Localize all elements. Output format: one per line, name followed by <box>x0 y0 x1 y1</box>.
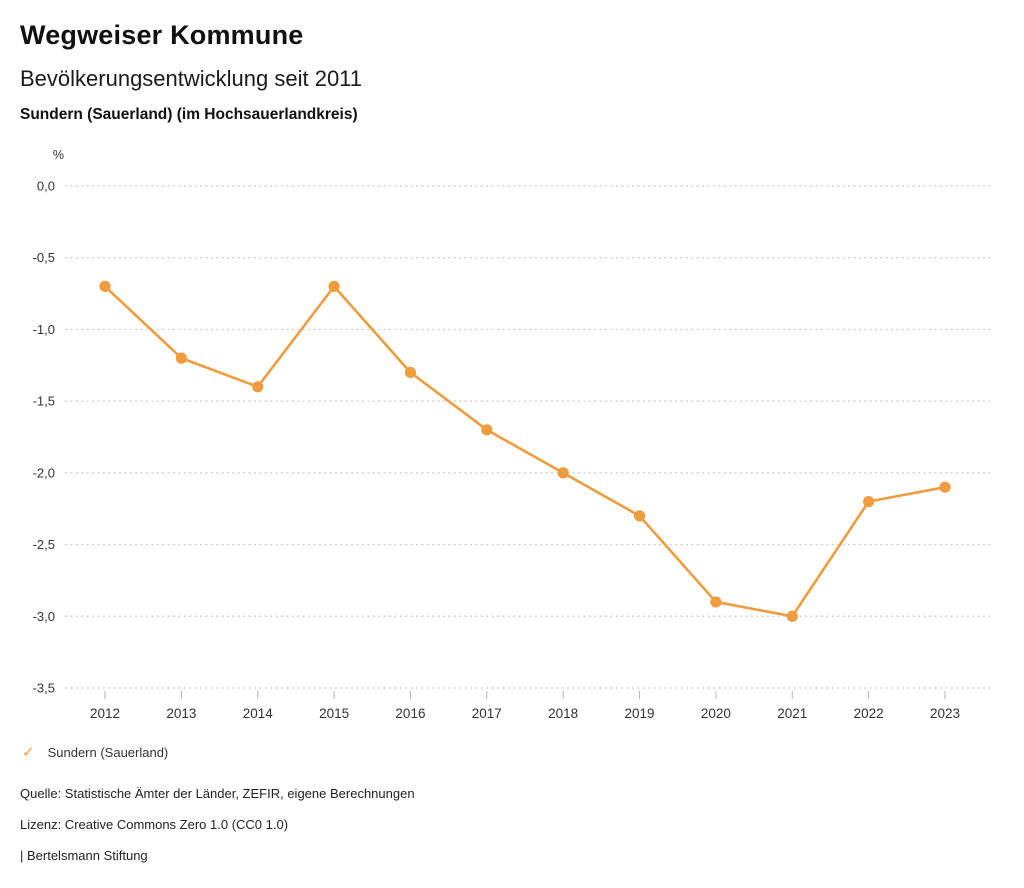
source-text: Quelle: Statistische Ämter der Länder, Z… <box>20 786 415 801</box>
chart-subtitle: Bevölkerungsentwicklung seit 2011 <box>20 66 363 91</box>
x-axis-tick-label: 2014 <box>243 706 274 721</box>
legend-item-sundern[interactable]: ✓ Sundern (Sauerland) <box>22 745 168 760</box>
y-axis-tick-label: -2,5 <box>33 537 55 552</box>
x-axis-tick-label: 2019 <box>625 706 655 721</box>
x-axis-tick-label: 2020 <box>701 706 731 721</box>
data-point[interactable] <box>175 352 187 364</box>
data-point[interactable] <box>710 596 722 608</box>
data-point[interactable] <box>633 510 646 522</box>
data-point[interactable] <box>863 495 875 508</box>
x-axis-tick-label: 2022 <box>854 706 884 721</box>
y-axis-unit-label: % <box>53 148 64 162</box>
x-axis-tick-label: 2013 <box>166 706 196 721</box>
y-axis-tick-label: -3,5 <box>33 681 55 696</box>
y-axis-tick-label: -0,5 <box>33 250 55 265</box>
y-axis-tick-label: -2,0 <box>33 465 55 480</box>
license-text: Lizenz: Creative Commons Zero 1.0 (CC0 1… <box>20 817 289 832</box>
series-line <box>103 285 947 618</box>
y-axis-tick-label: -3,0 <box>33 609 55 624</box>
data-point[interactable] <box>328 280 340 292</box>
legend-item-label: Sundern (Sauerland) <box>47 745 169 760</box>
x-axis-tick-label: 2017 <box>472 706 502 721</box>
line-chart-svg: % 0,0 -0,5 -1,0 -1,5 -2,0 -2,5 -3,0 -3,5 2012 2013… <box>33 148 990 721</box>
x-axis-tick-label: 2012 <box>90 706 120 721</box>
data-point[interactable] <box>404 366 417 379</box>
line-chart-area: % 0,0 -0,5 -1,0 -1,5 -2,0 -2,5 -3,0 -3,5 2012 2013… <box>0 140 1024 730</box>
data-point[interactable] <box>786 610 798 622</box>
page-title: Wegweiser Kommune <box>20 20 304 50</box>
y-axis-tick-label: -1,5 <box>33 394 55 409</box>
x-axis-tick-label: 2021 <box>777 706 807 721</box>
x-axis-tick-label: 2018 <box>548 706 578 721</box>
x-axis-tick-label: 2016 <box>395 706 425 721</box>
check-icon: ✓ <box>22 744 35 761</box>
data-point[interactable] <box>99 280 111 292</box>
y-axis-tick-label: -1,0 <box>33 322 55 337</box>
chart-header: Wegweiser Kommune Bevölkerungsentwicklun… <box>20 20 362 124</box>
chart-location: Sundern (Sauerland) (im Hochsauerlandkre… <box>20 106 358 123</box>
x-axis-tick-label: 2015 <box>319 706 349 721</box>
attribution-text: | Bertelsmann Stiftung <box>20 848 148 863</box>
x-axis-tick-label: 2023 <box>930 706 960 721</box>
y-axis-tick-label: 0,0 <box>37 179 55 194</box>
data-point[interactable] <box>481 424 493 436</box>
data-point[interactable] <box>557 467 569 479</box>
data-point[interactable] <box>252 381 264 393</box>
chart-legend: ✓ Sundern (Sauerland) <box>22 745 168 760</box>
data-point[interactable] <box>939 481 951 493</box>
